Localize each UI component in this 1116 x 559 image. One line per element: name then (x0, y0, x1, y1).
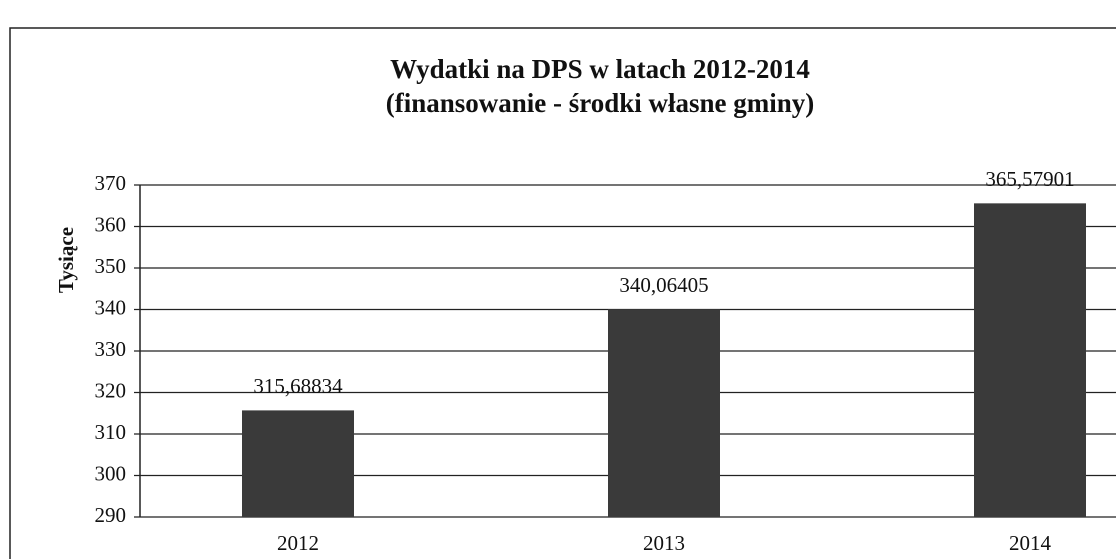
bar (608, 309, 720, 517)
y-tick-label: 370 (95, 171, 127, 195)
y-tick-label: 310 (95, 420, 127, 444)
y-tick-label: 330 (95, 337, 127, 361)
value-label: 315,68834 (253, 374, 343, 398)
chart-title: Wydatki na DPS w latach 2012-2014 (390, 54, 810, 84)
chart-subtitle: (finansowanie - środki własne gminy) (386, 88, 815, 118)
bar (974, 203, 1086, 517)
y-tick-label: 350 (95, 254, 127, 278)
value-label: 340,06405 (619, 273, 708, 297)
bar (242, 410, 354, 517)
y-tick-label: 360 (95, 212, 127, 236)
y-tick-label: 320 (95, 378, 127, 402)
y-tick-label: 300 (95, 461, 127, 485)
y-tick-label: 290 (95, 503, 127, 527)
y-tick-label: 340 (95, 295, 127, 319)
x-tick-label: 2012 (277, 531, 319, 555)
value-label: 365,57901 (985, 167, 1074, 191)
x-tick-label: 2014 (1009, 531, 1052, 555)
x-tick-label: 2013 (643, 531, 685, 555)
y-axis-label: Tysiące (54, 227, 78, 293)
chart-border (9, 27, 1116, 559)
